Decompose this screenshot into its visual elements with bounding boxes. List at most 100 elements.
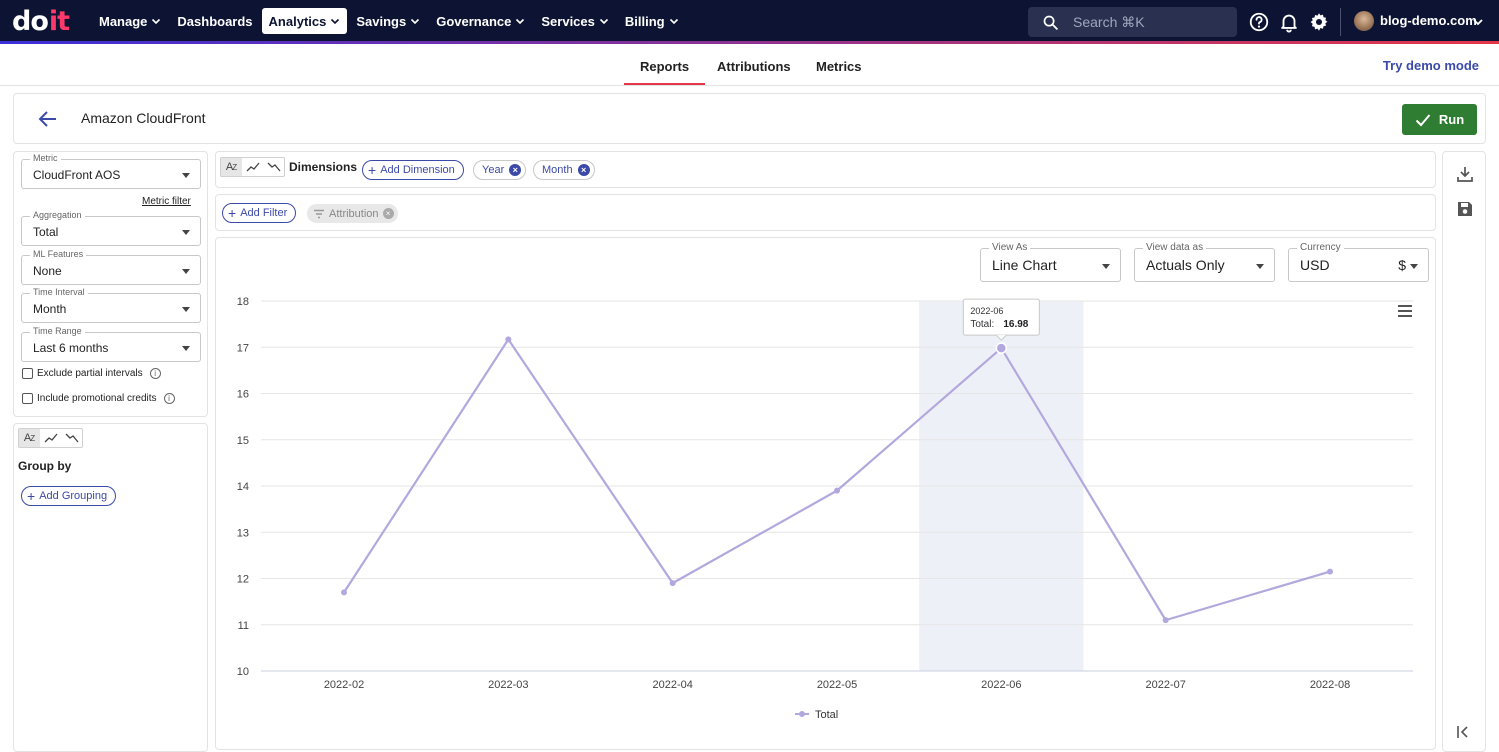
chevron-down-icon (599, 18, 608, 25)
account-name[interactable]: blog-demo.com (1380, 13, 1477, 28)
data-point[interactable] (1327, 568, 1333, 575)
currency-symbol: $ (1398, 257, 1406, 273)
save-icon[interactable] (1455, 199, 1475, 219)
data-point[interactable] (1162, 617, 1169, 624)
bell-icon[interactable] (1278, 11, 1300, 33)
tooltip-label: Total: (970, 319, 994, 330)
sort-desc-icon[interactable] (263, 158, 284, 176)
aggregation-label: Aggregation (30, 210, 85, 220)
add-filter-button[interactable]: + Add Filter (222, 203, 297, 223)
time-range-label: Time Range (30, 326, 85, 336)
info-icon[interactable]: i (163, 393, 175, 404)
avatar[interactable] (1354, 11, 1374, 31)
nav-item-savings[interactable]: Savings (349, 8, 427, 34)
aggregation-select[interactable]: Aggregation Total (21, 210, 201, 246)
add-dimension-label: Add Dimension (380, 164, 455, 176)
doit-logo[interactable]: do it (12, 5, 70, 37)
checkbox-box[interactable] (22, 393, 33, 404)
back-arrow-icon[interactable] (38, 110, 58, 128)
search-icon (1043, 15, 1058, 30)
view-data-value: Actuals Only (1146, 257, 1225, 273)
dropdown-caret-icon (182, 173, 190, 178)
nav-item-label: Governance (436, 13, 512, 29)
y-tick-label: 15 (237, 435, 249, 447)
dimension-chip-year[interactable]: Year × (473, 160, 527, 180)
remove-icon[interactable]: × (577, 164, 590, 176)
nav-item-manage[interactable]: Manage (92, 8, 168, 34)
include-credits-checkbox[interactable]: Include promotional credits i (22, 393, 175, 404)
line-chart[interactable]: 10 11 12 13 14 15 16 17 18 2022-02 2022-03 2022-04 2… (216, 238, 1435, 749)
view-as-select[interactable]: View As Line Chart (980, 242, 1121, 282)
view-data-select[interactable]: View data as Actuals Only (1134, 242, 1275, 282)
dropdown-caret-icon (182, 269, 190, 274)
sort-asc-icon[interactable] (242, 158, 263, 176)
tab-reports[interactable]: Reports (623, 47, 706, 85)
dropdown-caret-icon (182, 307, 190, 312)
data-point[interactable] (505, 336, 512, 343)
exclude-partial-checkbox[interactable]: Exclude partial intervals i (22, 368, 161, 379)
time-interval-select[interactable]: Time Interval Month (21, 287, 201, 323)
download-icon[interactable] (1455, 164, 1475, 184)
logo-text-right: it (48, 5, 70, 37)
nav-item-label: Manage (99, 13, 148, 29)
search-input[interactable]: Search ⌘K (1028, 7, 1237, 37)
info-icon[interactable]: i (149, 368, 161, 379)
nav-item-dashboards[interactable]: Dashboards (170, 8, 259, 34)
metric-select[interactable]: Metric CloudFront AOS (21, 153, 201, 189)
nav-item-billing[interactable]: Billing (618, 8, 686, 34)
y-tick-label: 12 (237, 574, 249, 586)
checkbox-box[interactable] (22, 368, 33, 379)
report-title[interactable]: Amazon CloudFront (81, 110, 206, 126)
x-tick-label: 2022-06 (981, 679, 1021, 691)
data-point-highlighted[interactable] (995, 342, 1008, 354)
data-point[interactable] (669, 580, 676, 587)
remove-icon[interactable]: × (382, 208, 394, 219)
legend-label[interactable]: Total (815, 709, 838, 721)
time-range-select[interactable]: Time Range Last 6 months (21, 326, 201, 362)
nav-item-analytics[interactable]: Analytics (261, 8, 348, 34)
attribution-label: Attribution (329, 207, 379, 220)
currency-select[interactable]: Currency USD $ (1288, 242, 1429, 282)
y-tick-label: 13 (237, 527, 249, 539)
chevron-down-icon[interactable] (1472, 16, 1484, 28)
remove-icon[interactable]: × (509, 164, 522, 176)
legend-marker[interactable] (799, 711, 805, 717)
gear-icon[interactable] (1308, 11, 1330, 33)
tab-metrics[interactable]: Metrics (816, 58, 862, 74)
collapse-left-icon[interactable] (1455, 724, 1471, 740)
nav-item-governance[interactable]: Governance (429, 8, 532, 34)
sort-desc-icon[interactable] (61, 429, 82, 447)
chevron-down-icon (516, 18, 525, 25)
y-tick-label: 17 (237, 342, 249, 354)
add-dimension-button[interactable]: + Add Dimension (362, 160, 464, 180)
dimension-chip-month[interactable]: Month × (533, 160, 595, 180)
tooltip-value: 16.98 (1003, 319, 1028, 330)
plus-icon: + (368, 162, 377, 178)
chart-menu-icon[interactable] (1397, 304, 1413, 318)
metric-filter-link[interactable]: Metric filter (142, 196, 191, 207)
run-label: Run (1438, 112, 1465, 127)
try-demo-link[interactable]: Try demo mode (1382, 58, 1479, 73)
nav-item-services[interactable]: Services (534, 8, 616, 34)
attribution-filter-chip[interactable]: Attribution × (307, 204, 398, 223)
data-point[interactable] (834, 487, 840, 494)
add-grouping-button[interactable]: + Add Grouping (21, 486, 117, 506)
ml-features-select[interactable]: ML Features None (21, 249, 201, 285)
sort-asc-icon[interactable] (40, 429, 61, 447)
tab-attributions[interactable]: Attributions (717, 58, 791, 74)
exclude-partial-label: Exclude partial intervals (37, 368, 143, 379)
currency-label: Currency (1297, 242, 1344, 253)
run-button[interactable]: Run (1402, 104, 1477, 135)
tooltip-box (962, 298, 1040, 336)
x-tick-label: 2022-03 (488, 679, 528, 691)
chevron-down-icon (669, 18, 678, 25)
report-header: Amazon CloudFront Run (13, 93, 1486, 144)
help-icon[interactable] (1248, 11, 1270, 33)
nav-item-label: Services (541, 13, 595, 29)
data-point[interactable] (341, 589, 347, 596)
time-interval-label: Time Interval (30, 287, 88, 297)
chevron-down-icon (152, 18, 161, 25)
